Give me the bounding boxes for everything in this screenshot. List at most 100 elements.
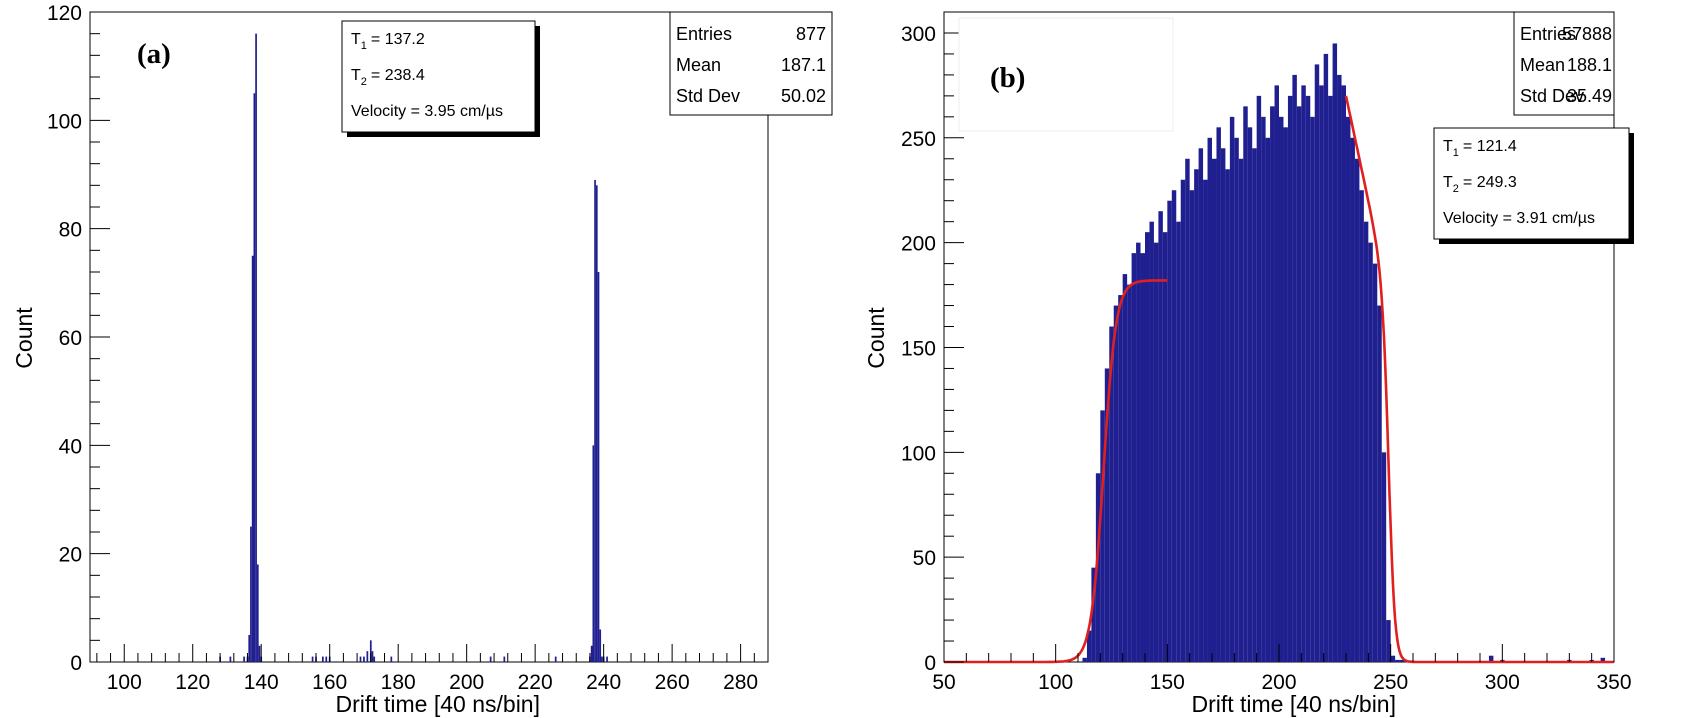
y-tick-label: 20: [59, 544, 82, 567]
stats-label: Std Dev: [676, 86, 740, 106]
histogram-bin: [1238, 158, 1244, 662]
histogram-bin: [1086, 630, 1092, 662]
stats-box-b: Entries 57888 Mean 188.1 Std Dev 35.49: [1513, 11, 1615, 116]
fit-t2: T2 = 249.3: [1443, 174, 1517, 195]
histogram-bin: [366, 651, 369, 662]
histogram-bin: [1310, 116, 1315, 663]
histogram-bin: [1243, 106, 1248, 662]
histogram-bin: [601, 656, 603, 662]
x-axis-a: 100 120 140 160 180 200 220 240 260 280: [96, 644, 769, 694]
histogram-bin: [258, 645, 261, 662]
histogram-bin: [1167, 200, 1172, 663]
histogram-bin: [1203, 179, 1208, 662]
histogram-bin: [1287, 95, 1293, 662]
histogram-bin: [1261, 116, 1266, 663]
histogram-bin: [1354, 158, 1360, 662]
histogram-bin: [1145, 232, 1150, 662]
histogram-bin: [1109, 326, 1114, 662]
panel-label-b: (b): [990, 62, 1025, 94]
histogram-bin: [1399, 659, 1405, 662]
histogram-bin: [1600, 657, 1606, 662]
histogram-bin: [1323, 53, 1329, 662]
histogram-bin: [1153, 242, 1159, 663]
histogram-bin: [1104, 368, 1110, 662]
x-tick-label: 100: [107, 671, 142, 694]
histogram-bin: [253, 93, 256, 662]
histogram-bin: [371, 651, 374, 662]
fit-t1: T1 = 137.2: [351, 31, 425, 52]
fit-velocity: Velocity = 3.95 cm/µs: [351, 103, 503, 120]
stats-label: Entries: [1520, 24, 1576, 44]
histogram-bin: [1319, 85, 1324, 663]
fit-t1: T1 = 121.4: [1443, 138, 1517, 159]
y-tick-label: 50: [913, 547, 936, 570]
histogram-bin: [1346, 116, 1351, 663]
histogram-bin: [311, 656, 314, 662]
x-tick-label: 350: [1596, 671, 1631, 694]
histogram-bin: [1296, 106, 1302, 662]
histogram-bin: [1359, 190, 1364, 662]
histogram-bin: [1377, 305, 1382, 662]
histogram-bin: [592, 445, 595, 662]
histogram-bin: [1363, 221, 1369, 662]
x-tick-label: 280: [723, 671, 758, 694]
histogram-bin: [1207, 137, 1212, 662]
histogram-bin: [1386, 620, 1391, 662]
x-tick-label: 200: [449, 671, 484, 694]
stats-label: Mean: [676, 55, 721, 75]
panel-a: 100 120 140 160 180 200 220 240 260 280 0 20 40 60 80…: [11, 2, 833, 717]
histogram-bin: [248, 634, 251, 662]
stats-value: 35.49: [1567, 86, 1612, 106]
histogram-bin: [1136, 242, 1141, 663]
y-axis-a: 0 20 40 60 80 100 120: [47, 2, 110, 675]
histogram-bin: [1095, 473, 1101, 662]
histogram-bin: [1171, 190, 1177, 662]
x-tick-label: 200: [1261, 671, 1296, 694]
histogram-bin: [1256, 95, 1262, 662]
histogram-bin: [1220, 148, 1226, 662]
y-tick-label: 200: [901, 233, 936, 256]
stats-label: Entries: [676, 24, 732, 44]
histogram-bin: [1488, 655, 1494, 662]
x-tick-label: 250: [1373, 671, 1408, 694]
histogram-bin: [1270, 106, 1275, 662]
histogram-bin: [1390, 655, 1396, 662]
histogram-bin: [369, 640, 372, 662]
histogram-bin: [390, 656, 393, 662]
y-tick-label: 150: [901, 337, 936, 360]
y-tick-label: 120: [47, 2, 82, 25]
histogram-bin: [229, 656, 232, 662]
histogram-bin: [1113, 305, 1119, 662]
histogram-bin: [250, 526, 252, 662]
x-axis-b: 50 100 150 200 250 300 350: [932, 644, 1632, 694]
histogram-bin: [1301, 85, 1306, 663]
y-axis-b: 0 50 100 150 200 250 300: [901, 11, 964, 675]
histogram-bin: [363, 656, 365, 662]
x-axis-title-a: Drift time [40 ns/bin]: [335, 691, 540, 717]
stats-value: 188.1: [1567, 55, 1612, 75]
y-axis-title-b: Count: [863, 307, 889, 369]
legend-placeholder-b: [958, 17, 1174, 132]
histogram-bin: [255, 33, 257, 662]
fit-velocity: Velocity = 3.91 cm/µs: [1443, 210, 1595, 227]
histogram-bin: [1225, 169, 1230, 663]
histogram-bin: [1198, 148, 1204, 662]
histogram-bin: [251, 255, 254, 662]
fit-t2: T2 = 238.4: [351, 67, 425, 88]
histogram-bin: [1332, 43, 1338, 663]
x-tick-label: 100: [1038, 671, 1073, 694]
stats-label: Std Dev: [1520, 86, 1584, 106]
x-tick-label: 240: [586, 671, 621, 694]
histogram-bin: [590, 645, 593, 662]
y-tick-label: 80: [59, 219, 82, 242]
histogram-bin: [1252, 148, 1257, 662]
x-tick-label: 260: [655, 671, 690, 694]
y-tick-label: 300: [901, 23, 936, 46]
histogram-bin: [243, 656, 245, 662]
stats-value: 57888: [1562, 24, 1612, 44]
histogram-bin: [256, 564, 259, 662]
histogram-bin: [1368, 242, 1373, 663]
histogram-bin: [1118, 295, 1123, 662]
histogram-bin: [1122, 274, 1128, 662]
